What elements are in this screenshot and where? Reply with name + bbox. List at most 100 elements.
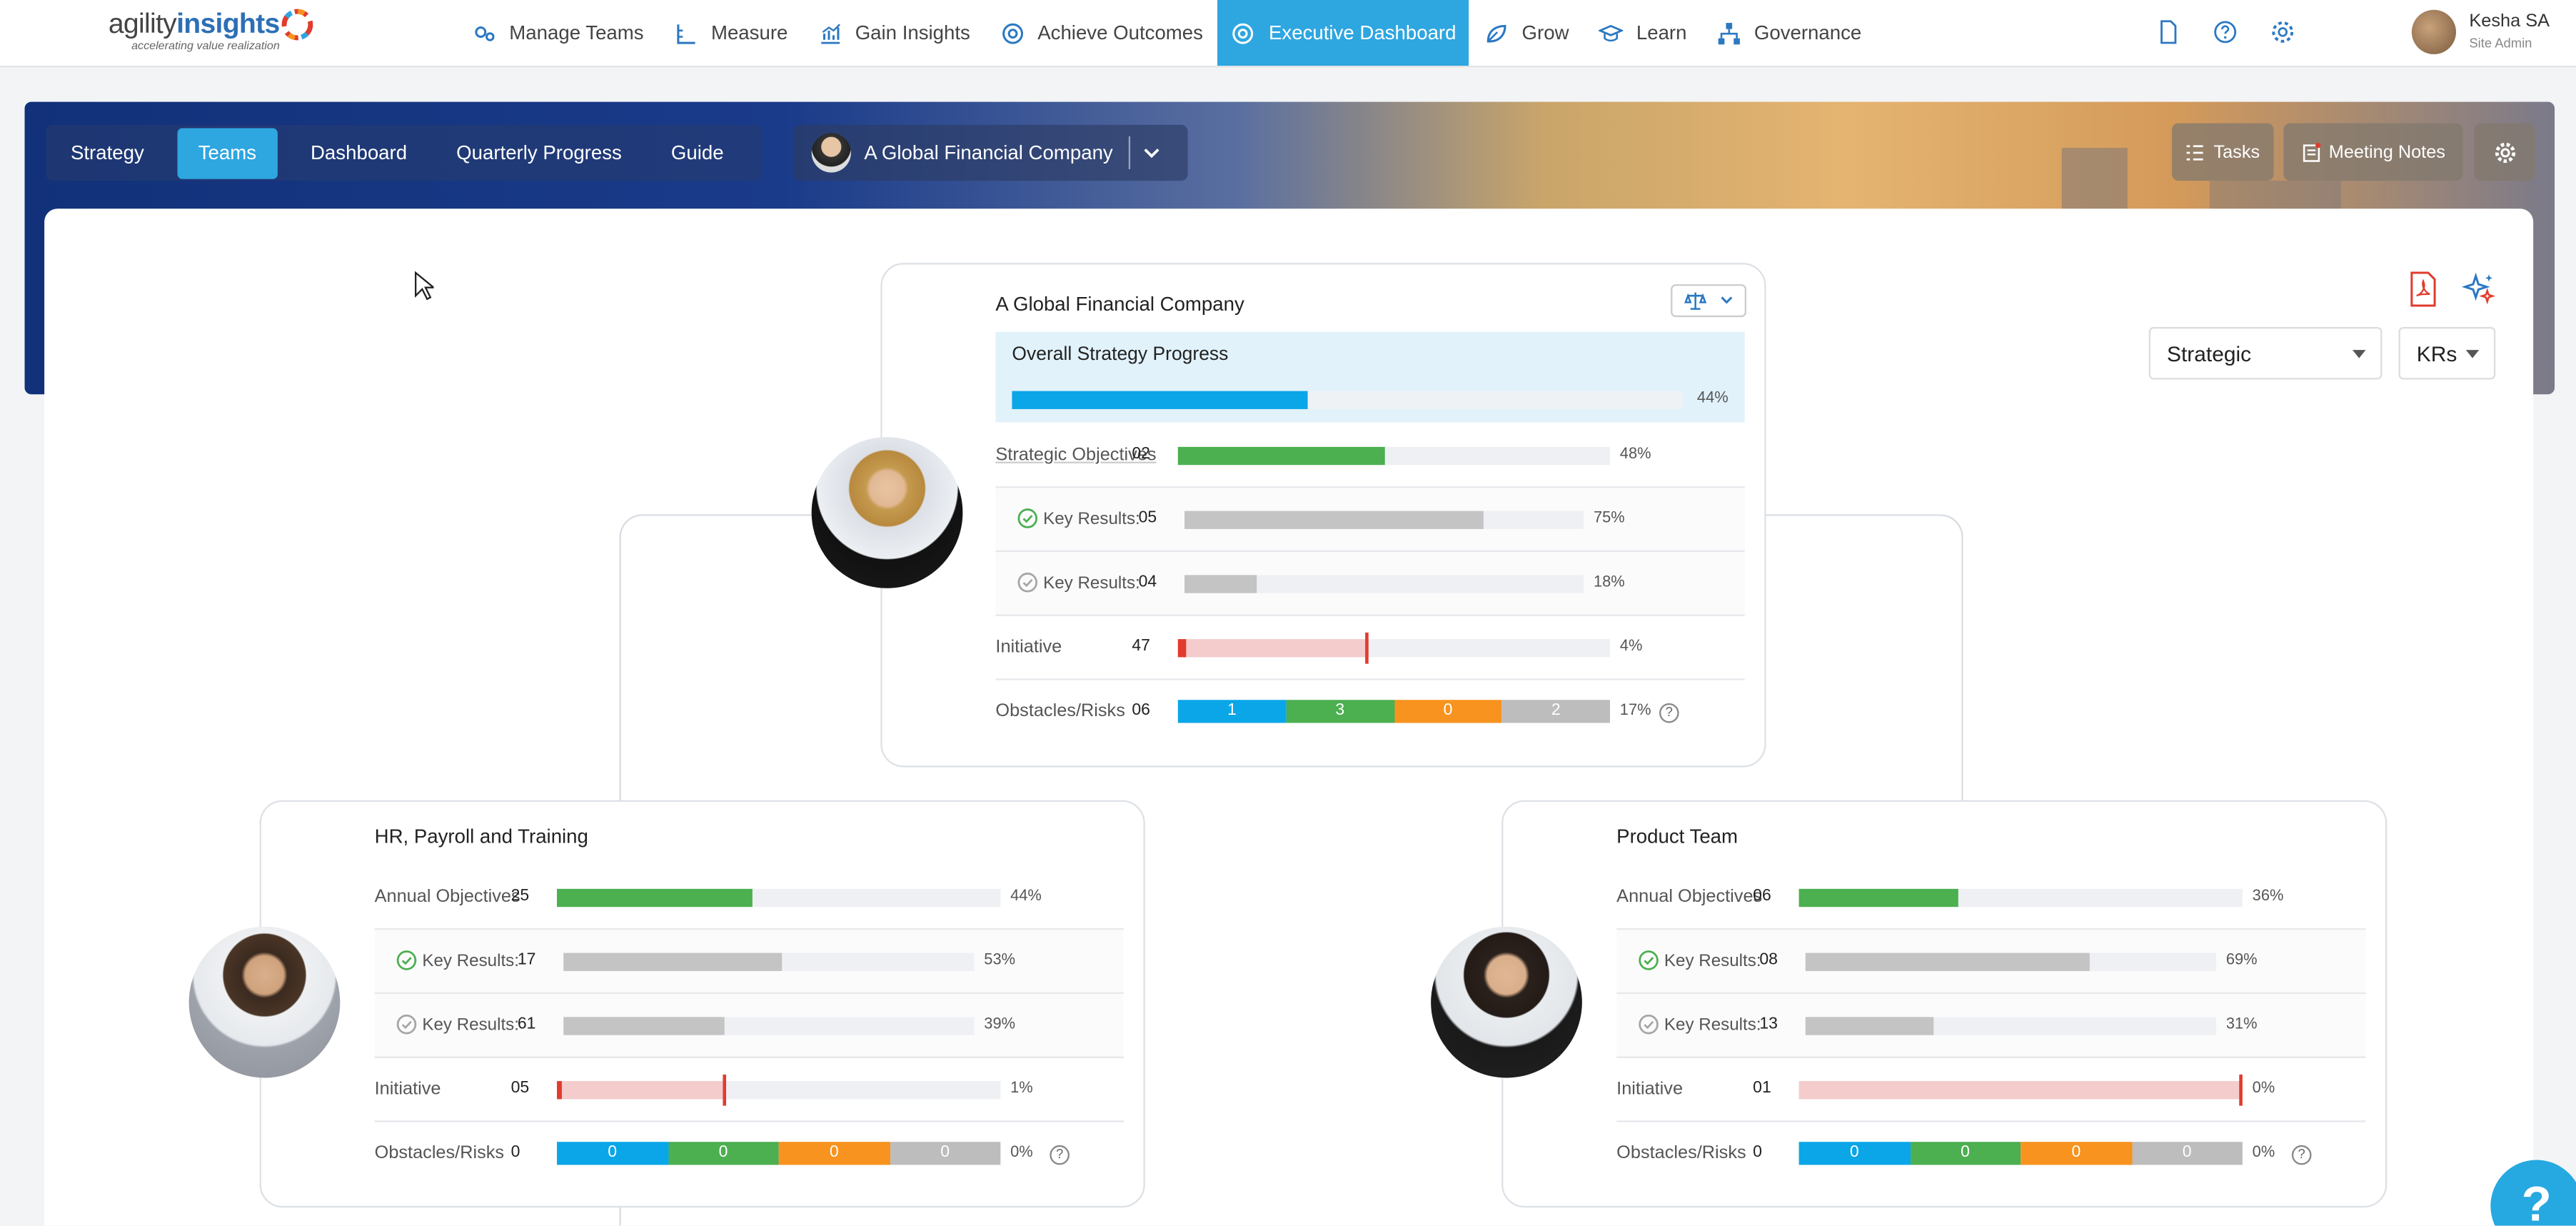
- view-type-dropdown[interactable]: Strategic: [2148, 326, 2383, 380]
- tab-guide[interactable]: Guide: [670, 140, 724, 164]
- organization-name: A Global Financial Company: [864, 141, 1113, 165]
- nav-governance[interactable]: Governance: [1701, 0, 1876, 66]
- metric-count[interactable]: 47: [1132, 637, 1150, 656]
- team-card-root[interactable]: A Global Financial Company Overall Strat…: [880, 263, 1766, 768]
- gear-icon: [2494, 141, 2515, 162]
- obstacles-segment-resolved[interactable]: 3: [1286, 700, 1394, 723]
- metric-progress-bar: [1177, 632, 1369, 664]
- caret-down-icon: [2353, 350, 2366, 358]
- help-question-icon[interactable]: ?: [1050, 1145, 1070, 1165]
- metric-count[interactable]: 04: [1138, 573, 1157, 592]
- nav-gain-insights[interactable]: Gain Insights: [803, 0, 985, 66]
- metric-percent: 4%: [1619, 637, 1643, 656]
- help-question-icon[interactable]: ?: [2291, 1145, 2312, 1165]
- initiative-expected-marker: [722, 1074, 726, 1106]
- metric-count[interactable]: 17: [517, 951, 536, 970]
- overall-progress-percent: 44%: [1696, 389, 1729, 408]
- team-leader-photo: [811, 437, 963, 588]
- metric-count[interactable]: 0: [1753, 1143, 1762, 1162]
- metric-count[interactable]: 05: [1138, 509, 1157, 528]
- obstacles-segment-other[interactable]: 0: [889, 1142, 1001, 1165]
- nav-learn[interactable]: Learn: [1584, 0, 1701, 66]
- obstacles-segment-in-progress[interactable]: 0: [778, 1142, 890, 1165]
- metric-percent: 0%: [2252, 1079, 2275, 1098]
- sub-navigation: Strategy Teams Dashboard Quarterly Progr…: [46, 124, 762, 181]
- metric-progress-bar: [1177, 446, 1610, 466]
- metric-progress-fill: [563, 1017, 724, 1035]
- obstacles-segment-in-progress[interactable]: 0: [1394, 700, 1502, 723]
- obstacles-segment-open[interactable]: 0: [557, 1142, 668, 1165]
- obstacles-segment-open[interactable]: 0: [1798, 1142, 1910, 1165]
- tasks-label: Tasks: [2213, 142, 2260, 162]
- nav-achieve-outcomes[interactable]: Achieve Outcomes: [985, 0, 1218, 66]
- tab-dashboard[interactable]: Dashboard: [310, 140, 408, 164]
- nav-manage-teams[interactable]: Manage Teams: [457, 0, 659, 66]
- graduation-cap-icon: [1598, 24, 1624, 41]
- metric-progress-bar: [563, 1017, 975, 1035]
- metric-row: Key Results: 61 39%: [374, 994, 1124, 1058]
- metric-count[interactable]: 06: [1753, 887, 1771, 905]
- metric-count[interactable]: 02: [1132, 445, 1150, 463]
- metric-count[interactable]: 13: [1759, 1015, 1778, 1034]
- nav-grow[interactable]: Grow: [1469, 0, 1584, 66]
- settings-gear-icon[interactable]: [2270, 20, 2295, 45]
- organization-selector[interactable]: A Global Financial Company: [793, 124, 1188, 181]
- key-result-inactive-icon: [1017, 572, 1038, 593]
- measure-value: KRs: [2416, 341, 2457, 366]
- metric-count[interactable]: 05: [510, 1079, 530, 1098]
- obstacles-segment-resolved[interactable]: 0: [668, 1142, 779, 1165]
- brand-logo[interactable]: agilityinsights accelerating value reali…: [109, 9, 280, 53]
- tasks-button[interactable]: Tasks: [2171, 123, 2274, 181]
- meeting-notes-button[interactable]: Meeting Notes: [2283, 123, 2463, 181]
- metric-progress-bar: [563, 953, 975, 971]
- help-circle-icon[interactable]: [2213, 20, 2238, 45]
- pdf-export-icon[interactable]: [2408, 271, 2437, 308]
- metric-count[interactable]: 0: [510, 1143, 520, 1162]
- team-card-hr-payroll[interactable]: HR, Payroll and Training Annual Objectiv…: [259, 800, 1145, 1208]
- ruler-icon: [676, 24, 695, 44]
- settings-button[interactable]: [2474, 123, 2535, 181]
- obstacles-segment-in-progress[interactable]: 0: [2021, 1142, 2132, 1165]
- tab-teams[interactable]: Teams: [176, 127, 278, 179]
- tab-quarterly-progress[interactable]: Quarterly Progress: [456, 140, 622, 164]
- caret-down-icon: [2465, 350, 2480, 358]
- metric-count[interactable]: 06: [1132, 701, 1150, 720]
- metric-row: Annual Objectives 06 36%: [1616, 866, 2366, 930]
- obstacles-segment-other[interactable]: 0: [2131, 1142, 2243, 1165]
- help-question-icon[interactable]: ?: [1659, 703, 1679, 723]
- tab-strategy[interactable]: Strategy: [70, 140, 144, 164]
- metric-count[interactable]: 08: [1759, 951, 1778, 970]
- obstacles-segment-open[interactable]: 1: [1177, 700, 1287, 723]
- metric-row: Key Results: 04 18%: [995, 552, 1745, 616]
- document-icon[interactable]: [2155, 20, 2180, 45]
- user-menu[interactable]: Kesha SA Site Admin: [2411, 9, 2550, 54]
- metric-count[interactable]: 01: [1753, 1079, 1771, 1098]
- team-card-product[interactable]: Product Team Annual Objectives 06 36% Key R…: [1501, 800, 2388, 1208]
- metric-progress-fill: [1177, 446, 1386, 466]
- help-button[interactable]: ?: [2490, 1160, 2576, 1226]
- compare-dropdown[interactable]: [1671, 284, 1746, 318]
- metric-count[interactable]: 61: [517, 1015, 536, 1034]
- metric-percent: 0%: [1010, 1143, 1033, 1162]
- metric-percent: 36%: [2252, 887, 2284, 905]
- obstacles-segment-other[interactable]: 2: [1501, 700, 1610, 723]
- metric-progress-bar: [1805, 953, 2217, 971]
- nav-measure[interactable]: Measure: [658, 0, 803, 66]
- obstacles-segment-resolved[interactable]: 0: [1909, 1142, 2021, 1165]
- overall-progress-panel: Overall Strategy Progress 44%: [995, 331, 1745, 423]
- key-result-active-icon: [1639, 950, 1659, 970]
- metric-row: Obstacles/Risks 0 0 0 0 0 0%?: [1616, 1122, 2365, 1185]
- metric-count[interactable]: 25: [510, 887, 530, 905]
- measure-dropdown[interactable]: KRs: [2398, 326, 2496, 380]
- metric-row: Key Results: 05 75%: [995, 488, 1745, 553]
- metric-progress-bar: [1184, 511, 1584, 529]
- metric-percent: 75%: [1593, 509, 1625, 528]
- metric-percent: 18%: [1593, 573, 1625, 592]
- target-icon: [1232, 22, 1254, 44]
- metric-row: Strategic Objectives 02 48%: [995, 424, 1745, 488]
- ai-sparkle-icon[interactable]: [2461, 271, 2497, 308]
- metric-progress-bar: [557, 1074, 726, 1106]
- team-title: HR, Payroll and Training: [374, 825, 588, 848]
- metric-row: Initiative 05 1%: [374, 1058, 1124, 1122]
- nav-executive-dashboard[interactable]: Executive Dashboard: [1217, 0, 1469, 66]
